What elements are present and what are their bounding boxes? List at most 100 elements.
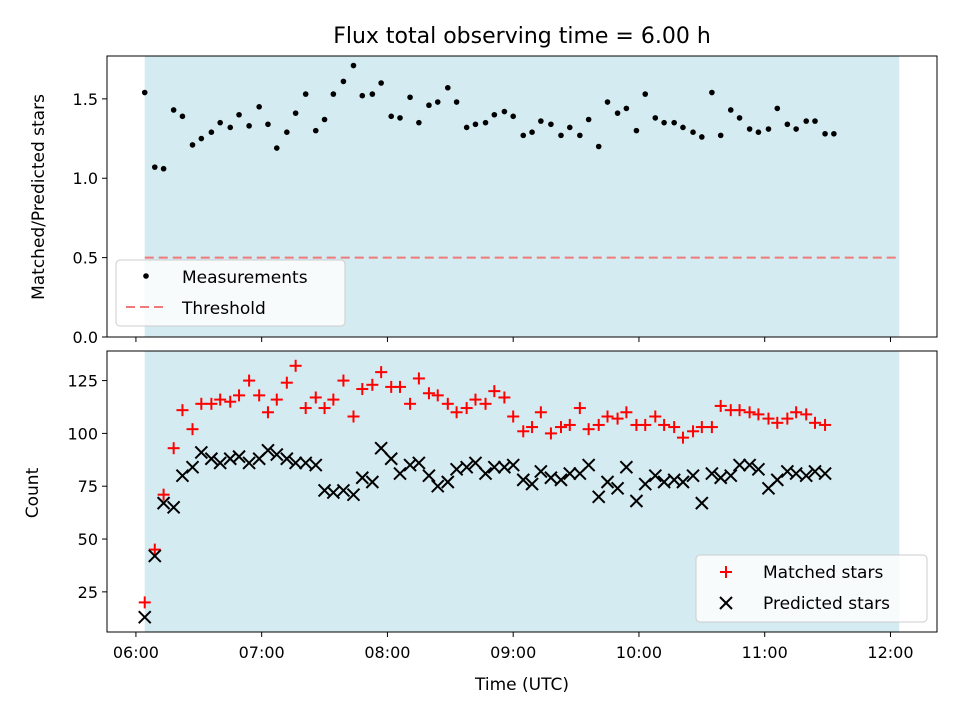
predicted-star-point <box>185 460 200 474</box>
predicted-stars-legend-label: Predicted stars <box>763 594 890 614</box>
predicted-star-point <box>194 445 209 460</box>
measurement-point <box>793 126 799 132</box>
measurement-point <box>407 94 413 101</box>
matched-star-point <box>347 410 360 423</box>
predicted-star-point <box>213 456 227 470</box>
matched-star-point <box>270 393 283 406</box>
matched-star-point <box>450 406 463 419</box>
matched-star-point <box>526 421 539 434</box>
matched-star-point <box>819 418 832 431</box>
count-panel: 25 50 75 100 125 06:00 07:00 08:00 09:00 10:00 11… <box>23 350 938 695</box>
matched-star-point <box>488 385 501 398</box>
measurement-point <box>642 91 649 97</box>
measurement-point <box>321 116 328 123</box>
ratio-panel: 0.0 0.5 1.0 1.5 Matched/Predicted stars Mea… <box>29 55 938 347</box>
count-y-tick-label: 25 <box>78 583 98 602</box>
predicted-star-point <box>818 466 832 481</box>
matched-star-point <box>224 395 237 408</box>
predicted-star-point <box>232 449 246 464</box>
predicted-star-point <box>298 456 313 470</box>
measurements-legend-label: Measurements <box>182 268 308 288</box>
matched-star-point <box>186 423 199 436</box>
matched-star-point <box>299 402 312 415</box>
matched-star-point <box>441 397 454 410</box>
measurement-point <box>434 99 441 105</box>
measurement-point <box>548 121 554 128</box>
predicted-stars-legend-marker <box>719 596 733 610</box>
matched-star-point <box>431 389 444 402</box>
measurement-point <box>784 121 791 128</box>
measurement-point <box>426 102 432 109</box>
measurement-point <box>822 130 828 137</box>
measurement-point <box>198 135 205 142</box>
matched-star-point <box>412 372 425 385</box>
measurement-point <box>709 89 715 96</box>
matched-star-point <box>705 421 718 434</box>
predicted-star-point <box>506 458 520 472</box>
matched-star-point <box>507 410 520 423</box>
measurement-point <box>284 129 290 136</box>
measurement-point <box>661 119 667 126</box>
measurement-point <box>812 118 818 124</box>
measurement-point <box>510 113 516 120</box>
predicted-star-point <box>374 441 388 455</box>
matched-star-point <box>356 383 369 396</box>
predicted-star-point <box>309 458 323 472</box>
matched-star-point <box>176 404 189 417</box>
matched-star-point <box>422 387 435 400</box>
measurement-point <box>558 132 564 139</box>
predicted-star-point <box>175 468 190 483</box>
measurement-point <box>472 121 479 128</box>
measurement-point <box>445 84 451 91</box>
predicted-star-point <box>365 475 380 489</box>
measurement-point <box>378 80 384 86</box>
matched-star-point <box>479 397 492 410</box>
matched-star-point <box>404 397 417 410</box>
matched-star-point <box>676 431 689 444</box>
matched-star-point <box>195 397 208 410</box>
x-tick-label: 10:00 <box>616 643 662 662</box>
measurements-legend-marker <box>143 273 149 279</box>
predicted-star-point <box>657 475 671 489</box>
predicted-star-point <box>713 471 728 485</box>
matched-star-point <box>582 423 595 436</box>
predicted-star-point <box>610 481 625 496</box>
measurement-point <box>803 118 810 124</box>
measurement-point <box>302 91 309 97</box>
predicted-star-point <box>600 475 615 489</box>
predicted-star-point <box>789 466 803 481</box>
predicted-star-point <box>799 468 813 483</box>
measurement-point <box>755 129 762 136</box>
measurement-point <box>538 118 544 124</box>
measurement-point <box>312 127 319 134</box>
predicted-star-point <box>732 458 747 472</box>
x-tick-label: 07:00 <box>239 643 285 662</box>
measurement-point <box>633 127 640 134</box>
predicted-star-point <box>563 466 577 481</box>
predicted-star-point <box>412 456 426 470</box>
measurement-point <box>340 78 347 85</box>
measurement-point <box>151 164 158 170</box>
matched-star-point <box>167 442 180 455</box>
matched-star-point <box>544 427 557 440</box>
measurement-point <box>717 132 724 139</box>
predicted-star-point <box>686 468 700 483</box>
measurement-point <box>350 62 357 69</box>
predicted-star-point <box>261 443 275 458</box>
predicted-star-point <box>629 494 644 508</box>
count-y-axis-label: Count <box>23 467 43 518</box>
predicted-star-point <box>648 468 663 483</box>
predicted-star-point <box>770 473 784 487</box>
ratio-y-tick-label: 0.5 <box>73 249 98 268</box>
matched-star-point <box>592 418 605 431</box>
matched-star-point <box>743 406 756 419</box>
matched-star-point <box>233 389 246 402</box>
measurement-point <box>774 105 781 112</box>
matched-star-point <box>733 404 746 417</box>
measurement-point <box>577 132 583 139</box>
matched-star-point <box>138 596 151 609</box>
matched-star-point <box>517 425 530 438</box>
matched-star-point <box>620 406 633 419</box>
predicted-star-point <box>449 462 464 477</box>
predicted-star-point <box>478 466 493 481</box>
